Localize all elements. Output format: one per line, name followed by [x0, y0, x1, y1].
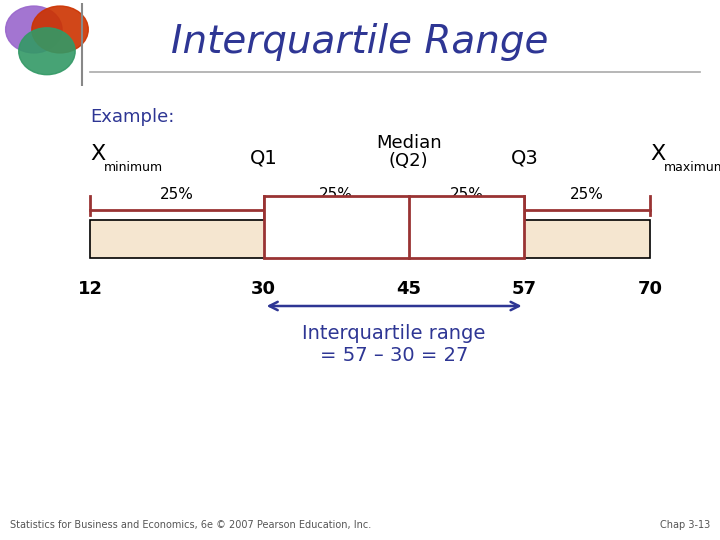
Text: (Q2): (Q2) — [389, 152, 428, 170]
Circle shape — [6, 6, 62, 53]
Circle shape — [19, 28, 75, 75]
Text: 30: 30 — [251, 280, 276, 298]
Text: Q3: Q3 — [510, 149, 539, 168]
Text: X: X — [650, 144, 665, 164]
Text: Statistics for Business and Economics, 6e © 2007 Pearson Education, Inc.: Statistics for Business and Economics, 6… — [10, 520, 372, 530]
Circle shape — [32, 6, 89, 53]
Text: 25%: 25% — [319, 187, 353, 202]
Bar — [264, 196, 524, 258]
Text: 12: 12 — [78, 280, 102, 298]
Text: 57: 57 — [512, 280, 537, 298]
Text: Example:: Example: — [90, 108, 174, 126]
Text: Q1: Q1 — [250, 149, 278, 168]
Text: 70: 70 — [637, 280, 662, 298]
Text: = 57 – 30 = 27: = 57 – 30 = 27 — [320, 346, 468, 365]
Text: Interquartile Range: Interquartile Range — [171, 23, 549, 61]
Text: maximum: maximum — [664, 161, 720, 174]
Text: Interquartile range: Interquartile range — [302, 324, 486, 343]
Text: Median: Median — [376, 134, 441, 152]
Text: X: X — [90, 144, 105, 164]
Text: 25%: 25% — [160, 187, 194, 202]
Text: Chap 3-13: Chap 3-13 — [660, 520, 710, 530]
Text: 25%: 25% — [449, 187, 484, 202]
Bar — [90, 220, 650, 258]
Text: minimum: minimum — [104, 161, 163, 174]
Text: 45: 45 — [396, 280, 421, 298]
Text: 25%: 25% — [570, 187, 604, 202]
